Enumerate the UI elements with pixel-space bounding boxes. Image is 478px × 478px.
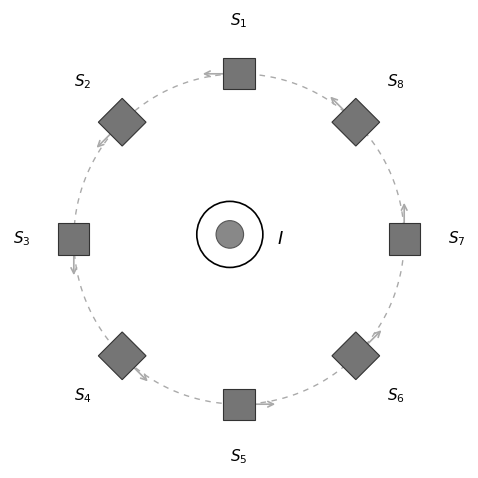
Text: $S_{5}$: $S_{5}$ [230,448,248,467]
Bar [223,58,255,89]
Polygon shape [98,98,146,146]
Text: $S_{6}$: $S_{6}$ [387,387,404,405]
Text: $I$: $I$ [277,230,283,248]
Polygon shape [98,332,146,380]
Bar [223,389,255,420]
Text: $S_{4}$: $S_{4}$ [74,387,91,405]
Text: $S_{8}$: $S_{8}$ [387,73,404,91]
Circle shape [216,221,244,248]
Text: $S_{1}$: $S_{1}$ [230,11,248,30]
Bar [389,223,420,255]
Bar [58,223,89,255]
Text: $S_{3}$: $S_{3}$ [12,229,30,249]
Polygon shape [332,98,380,146]
Text: $S_{2}$: $S_{2}$ [74,73,91,91]
Polygon shape [332,332,380,380]
Text: $S_{7}$: $S_{7}$ [448,229,466,249]
